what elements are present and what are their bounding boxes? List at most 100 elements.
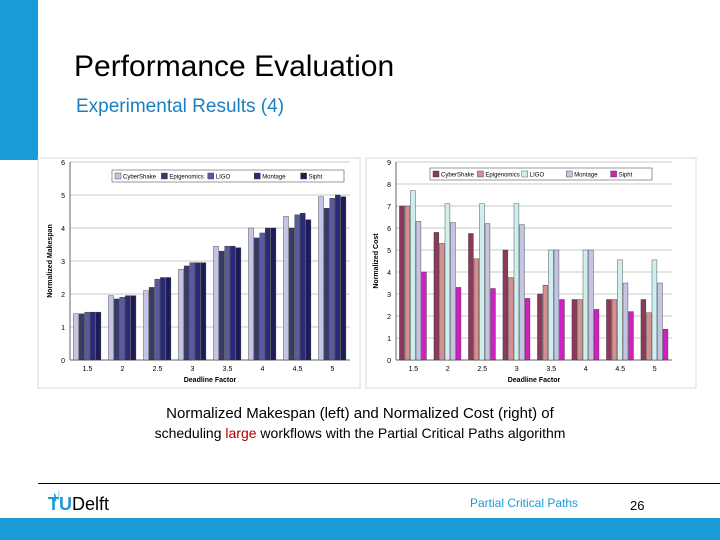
bar-montage	[415, 221, 422, 361]
bar-ligo	[444, 203, 451, 361]
y-tick-label: 3	[61, 259, 65, 266]
bar-epigenomics	[473, 258, 480, 361]
x-axis-label: Deadline Factor	[508, 377, 561, 384]
bar-montage	[90, 311, 96, 361]
bar-ligo	[84, 311, 90, 361]
x-tick-label: 4.5	[293, 366, 303, 373]
bar-epigenomics	[183, 265, 190, 361]
bar-epigenomics	[404, 205, 411, 361]
legend-label: CyberShake	[123, 175, 157, 181]
bar-montage	[657, 282, 663, 361]
bar-sipht	[95, 311, 102, 361]
bar-sipht	[200, 262, 207, 361]
legend-box	[429, 167, 653, 181]
bar-ligo	[548, 249, 554, 361]
legend-swatch	[521, 170, 528, 178]
bar-cybershake	[433, 232, 440, 361]
bar-cybershake	[318, 196, 324, 361]
bar-epigenomics	[288, 227, 295, 361]
caption-suffix: workflows with the Partial Critical Path…	[256, 425, 566, 441]
y-tick-label: 0	[61, 358, 65, 365]
bar-montage	[588, 249, 594, 361]
bar-cybershake	[606, 299, 612, 361]
legend-label: Montage	[262, 175, 286, 181]
bar-sipht	[490, 288, 496, 361]
y-tick-label: 1	[387, 336, 391, 343]
bar-montage	[519, 224, 525, 361]
bar-montage	[230, 245, 236, 361]
x-axis-label: Deadline Factor	[184, 377, 237, 384]
legend-label: Epigenomics	[169, 175, 203, 181]
slide-title: Performance Evaluation	[74, 50, 395, 83]
legend-label: Montage	[574, 173, 598, 179]
bar-epigenomics	[646, 312, 652, 361]
page-number: 26	[630, 498, 645, 513]
bar-cybershake	[213, 245, 219, 361]
bar-sipht	[130, 295, 137, 361]
bar-ligo	[119, 297, 125, 361]
legend-swatch	[477, 170, 484, 178]
bar-cybershake	[502, 249, 509, 361]
y-tick-label: 4	[387, 270, 391, 277]
legend-swatch	[114, 172, 122, 180]
y-tick-label: 6	[61, 160, 65, 167]
slide-subtitle: Experimental Results (4)	[76, 96, 285, 117]
bar-ligo	[294, 214, 300, 361]
legend-label: Sipht	[309, 175, 323, 181]
bar-montage	[450, 222, 456, 361]
caption-prefix: scheduling	[154, 425, 226, 441]
bar-montage	[125, 295, 131, 361]
x-tick-label: 5	[331, 366, 335, 373]
bar-ligo	[617, 259, 623, 361]
x-tick-label: 3.5	[223, 366, 233, 373]
caption-highlight: large	[225, 425, 257, 441]
y-axis-label: Normalized Makespan	[47, 224, 54, 298]
footer-bar	[0, 518, 720, 540]
bar-montage	[265, 227, 271, 361]
bar-sipht	[593, 309, 600, 361]
legend-swatch	[253, 172, 261, 180]
chart-2: 0 1 2 3 4 5 6 7 8 9 1.5 2 2.5 3 3.5 4 4.5 5 Deadline Facto…	[365, 157, 697, 389]
bar-montage	[622, 282, 629, 361]
legend-label: Epigenomics	[485, 173, 519, 179]
x-tick-label: 2.5	[477, 366, 487, 373]
x-tick-label: 3	[515, 366, 519, 373]
bar-epigenomics	[508, 277, 514, 361]
legend-box	[111, 169, 345, 183]
bar-epigenomics	[577, 299, 583, 361]
bar-epigenomics	[542, 285, 549, 361]
bar-montage	[484, 223, 491, 361]
y-tick-label: 8	[387, 182, 391, 189]
logo-tu: TU	[48, 494, 72, 514]
x-tick-label: 2	[446, 366, 450, 373]
footer-divider	[38, 483, 720, 484]
bar-ligo	[410, 190, 416, 361]
bar-ligo	[651, 259, 658, 361]
footer-title: Partial Critical Paths	[470, 496, 579, 510]
bar-montage	[553, 249, 560, 361]
bar-epigenomics	[611, 299, 618, 361]
x-tick-label: 4.5	[615, 366, 625, 373]
tu-delft-logo: TUDelft	[48, 494, 109, 515]
x-tick-label: 3	[191, 366, 195, 373]
bar-cybershake	[468, 233, 474, 361]
legend-label: LIGO	[216, 175, 231, 181]
bar-ligo	[479, 203, 485, 361]
bar-sipht	[662, 329, 669, 361]
x-tick-label: 4	[584, 366, 588, 373]
bar-sipht	[628, 311, 634, 361]
bar-sipht	[165, 277, 172, 361]
bar-epigenomics	[323, 207, 330, 361]
bar-epigenomics	[253, 237, 260, 361]
bar-ligo	[154, 278, 160, 361]
x-tick-label: 1.5	[408, 366, 418, 373]
bar-epigenomics	[113, 298, 120, 361]
bar-sipht	[270, 227, 277, 361]
y-tick-label: 2	[61, 292, 65, 299]
bar-ligo	[224, 245, 230, 361]
bar-epigenomics	[218, 250, 225, 361]
bar-cybershake	[399, 205, 405, 361]
y-tick-label: 3	[387, 292, 391, 299]
bar-ligo	[259, 232, 265, 361]
x-tick-label: 4	[261, 366, 265, 373]
